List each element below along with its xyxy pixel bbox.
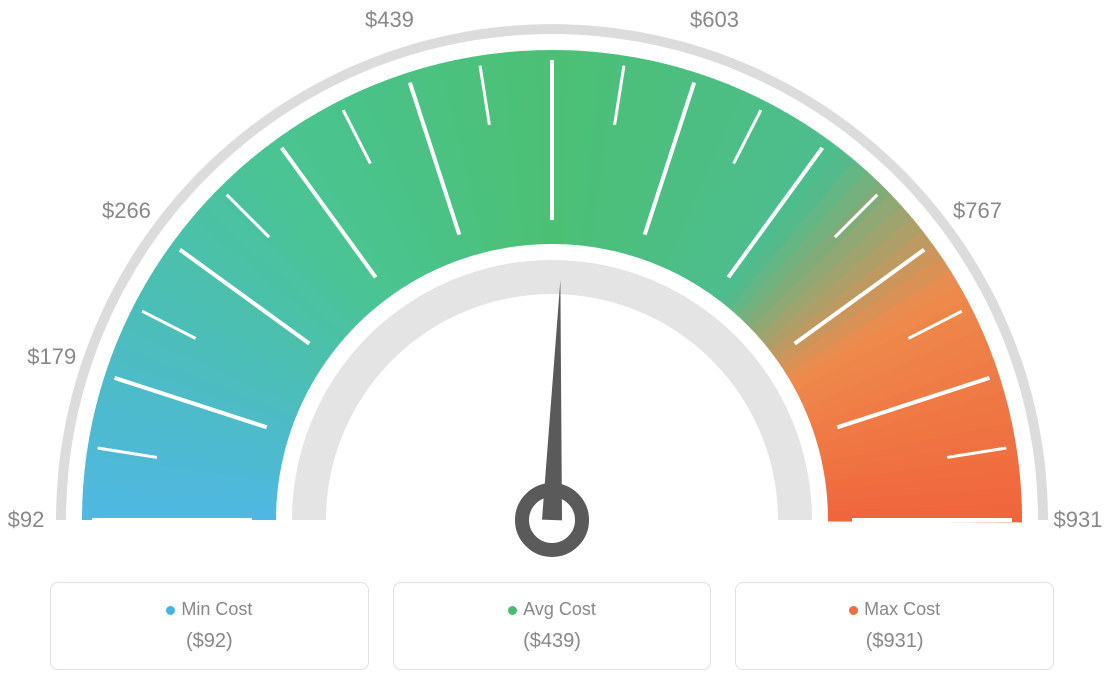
gauge-tick-label: $179 xyxy=(27,344,76,370)
legend-max-label-text: Max Cost xyxy=(864,599,940,619)
gauge-tick-label: $266 xyxy=(102,198,151,224)
legend-avg-dot xyxy=(508,606,517,615)
legend-max: Max Cost ($931) xyxy=(735,582,1054,670)
legend-row: Min Cost ($92) Avg Cost ($439) Max Cost … xyxy=(50,582,1054,670)
gauge-tick-label: $92 xyxy=(8,507,45,533)
legend-min-dot xyxy=(166,606,175,615)
gauge-tick-label: $439 xyxy=(365,7,414,33)
gauge-tick-label: $767 xyxy=(953,198,1002,224)
legend-min-label-text: Min Cost xyxy=(181,599,252,619)
gauge-area: $92 $179 $266 $439 $603 $767 $931 xyxy=(0,0,1104,560)
cost-gauge-chart: $92 $179 $266 $439 $603 $767 $931 Min Cost ($9… xyxy=(0,0,1104,690)
legend-avg-value: ($439) xyxy=(406,630,699,653)
legend-avg-label-text: Avg Cost xyxy=(523,599,596,619)
legend-min-label: Min Cost xyxy=(63,599,356,620)
gauge-tick-label: $603 xyxy=(690,7,739,33)
gauge-svg xyxy=(0,0,1104,560)
legend-avg: Avg Cost ($439) xyxy=(393,582,712,670)
gauge-tick-label: $931 xyxy=(1054,507,1103,533)
legend-min: Min Cost ($92) xyxy=(50,582,369,670)
legend-max-value: ($931) xyxy=(748,630,1041,653)
legend-max-dot xyxy=(849,606,858,615)
legend-min-value: ($92) xyxy=(63,630,356,653)
legend-max-label: Max Cost xyxy=(748,599,1041,620)
legend-avg-label: Avg Cost xyxy=(406,599,699,620)
